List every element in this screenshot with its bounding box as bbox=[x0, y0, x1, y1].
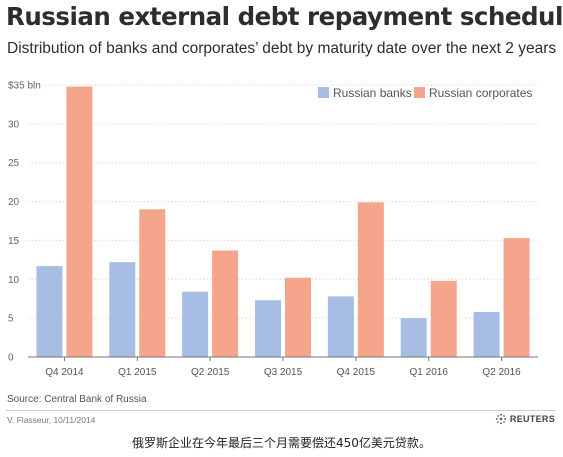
image-caption: 俄罗斯企业在今年最后三个月需要偿还450亿美元贷款。 bbox=[132, 436, 431, 450]
y-tick-label: 10 bbox=[8, 275, 20, 286]
bar-corporates bbox=[66, 86, 93, 357]
bar-banks bbox=[182, 291, 209, 357]
bar-banks bbox=[36, 266, 63, 357]
bar-banks bbox=[473, 311, 500, 357]
y-tick-label: $35 bln bbox=[8, 81, 41, 92]
bar-corporates bbox=[357, 202, 384, 357]
footer-divider bbox=[6, 410, 556, 411]
bar-chart: $35 bln 30 25 20 15 10 5 0 Q4 2014 Q1 2015 Q2 2015… bbox=[8, 81, 538, 378]
brand-name: REUTERS bbox=[509, 414, 555, 424]
bar-corporates bbox=[139, 209, 166, 357]
legend-swatch bbox=[318, 87, 329, 98]
x-tick-label: Q2 2016 bbox=[482, 367, 521, 378]
credit-line: V. Flasseur, 10/11/2014 bbox=[7, 415, 96, 425]
y-tick-label: 25 bbox=[8, 158, 20, 169]
x-tick-label: Q1 2015 bbox=[118, 367, 157, 378]
bar-banks bbox=[109, 262, 136, 357]
bar-corporates bbox=[503, 238, 530, 357]
bar-banks bbox=[400, 318, 427, 357]
y-tick-label: 5 bbox=[8, 314, 14, 325]
legend-label: Russian banks bbox=[333, 86, 412, 100]
reuters-logo-icon bbox=[495, 413, 507, 425]
bars bbox=[36, 86, 530, 357]
chart-title: Russian external debt repayment schedule bbox=[6, 2, 563, 31]
y-tick-label: 20 bbox=[8, 197, 20, 208]
chart-subtitle: Distribution of banks and corporates’ de… bbox=[7, 40, 557, 57]
brand-mark: REUTERS bbox=[495, 413, 555, 425]
y-tick-label: 15 bbox=[8, 236, 20, 247]
x-tick-label: Q4 2015 bbox=[337, 367, 376, 378]
axes: $35 bln 30 25 20 15 10 5 0 Q4 2014 Q1 2015 Q2 2015… bbox=[8, 81, 538, 378]
bar-corporates bbox=[212, 250, 239, 357]
y-tick-label: 0 bbox=[8, 353, 14, 364]
x-tick-label: Q2 2015 bbox=[191, 367, 230, 378]
legend-label: Russian corporates bbox=[429, 86, 532, 100]
source-note: Source: Central Bank of Russia bbox=[7, 394, 147, 405]
gridlines bbox=[28, 84, 538, 319]
y-tick-label: 30 bbox=[8, 119, 20, 130]
bar-corporates bbox=[285, 277, 311, 357]
bar-corporates bbox=[430, 280, 457, 357]
legend-swatch bbox=[414, 87, 425, 98]
bar-banks bbox=[327, 296, 354, 357]
legend: Russian banks Russian corporates bbox=[318, 86, 532, 100]
x-tick-label: Q3 2015 bbox=[264, 367, 303, 378]
x-tick-label: Q4 2014 bbox=[45, 367, 84, 378]
x-tick-label: Q1 2016 bbox=[410, 367, 449, 378]
bar-banks bbox=[255, 300, 281, 357]
